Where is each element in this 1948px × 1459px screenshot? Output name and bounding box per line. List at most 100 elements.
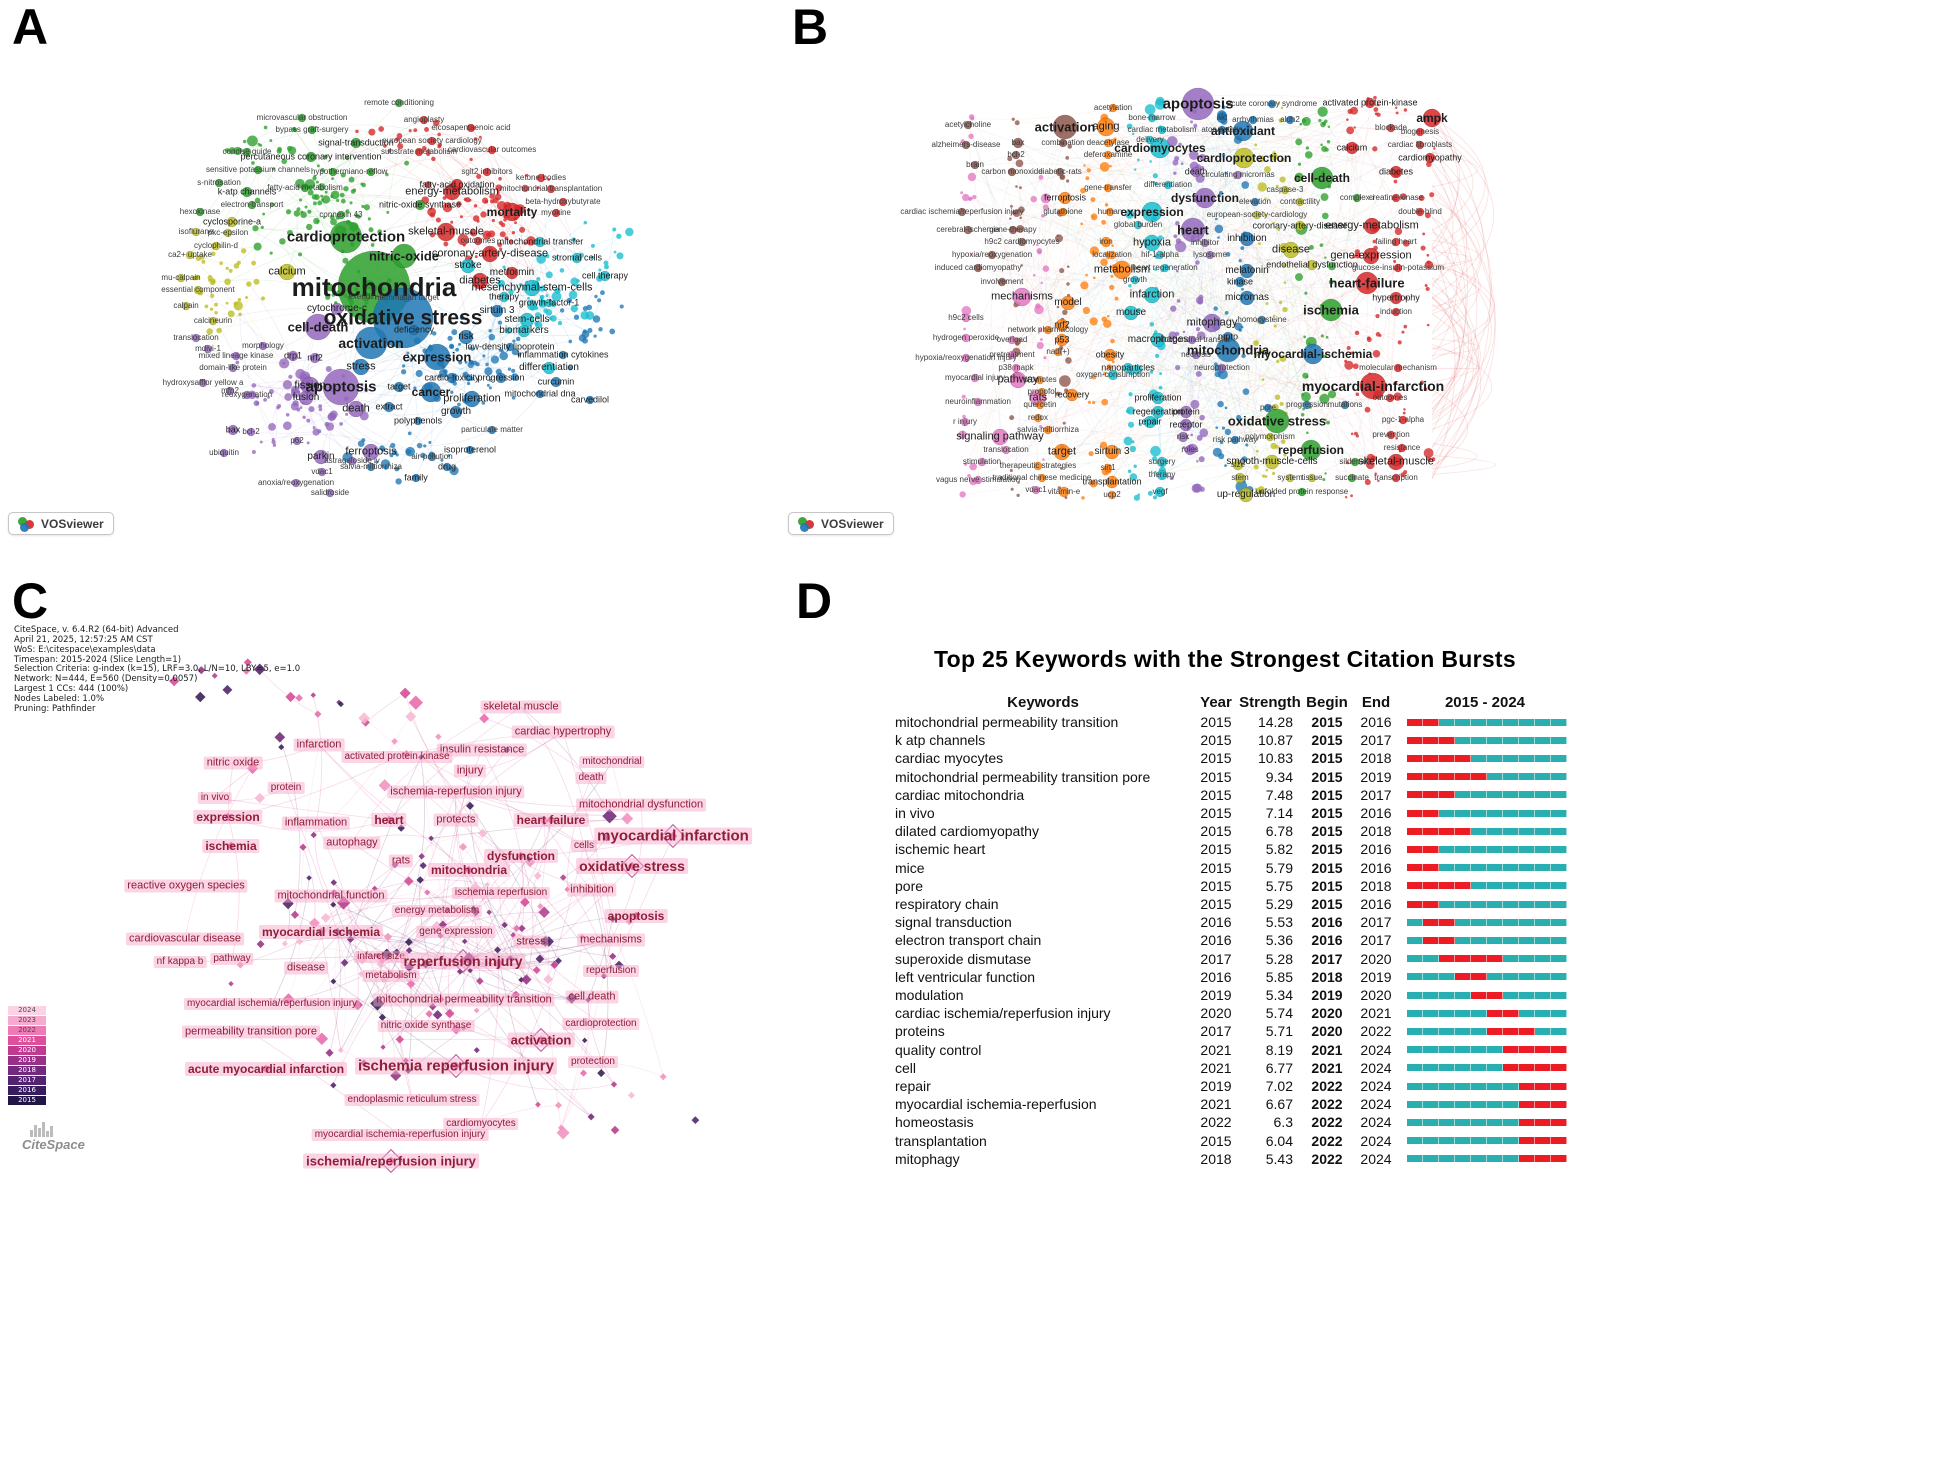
- panel-label-c: C: [12, 573, 49, 629]
- legend-year-2023: 2023: [8, 1016, 46, 1025]
- burst-timeline-bar: [1407, 1028, 1567, 1036]
- burst-cell-end: 2016: [1360, 859, 1392, 876]
- legend-year-2021: 2021: [8, 1036, 46, 1045]
- burst-timeline-bar: [1407, 1046, 1567, 1054]
- burst-cell-str: 10.83: [1257, 750, 1293, 767]
- burst-cell-str: 10.87: [1257, 732, 1293, 749]
- burst-cell-str: 7.14: [1265, 805, 1293, 822]
- burst-cell-end: 2024: [1360, 1059, 1392, 1076]
- burst-cell-str: 5.53: [1265, 914, 1293, 931]
- burst-cell-year: 2022: [1200, 1114, 1232, 1131]
- burst-timeline-bar: [1407, 1100, 1567, 1108]
- burst-cell-begin: 2015: [1311, 877, 1343, 894]
- burst-segment: [1423, 937, 1455, 945]
- burst-cell-str: 9.34: [1265, 768, 1293, 785]
- burst-bar-cell: [1399, 804, 1571, 822]
- burst-segment: [1519, 1100, 1567, 1108]
- burst-cell-year: 2015: [1200, 859, 1232, 876]
- burst-bar-cell: [1399, 1077, 1571, 1095]
- burst-cell-str: 8.19: [1265, 1041, 1293, 1058]
- burst-table-header-cell-bar: 2015 - 2024: [1444, 694, 1526, 711]
- burst-timeline-bar: [1407, 1155, 1567, 1163]
- burst-timeline-bar: [1407, 937, 1567, 945]
- vosviewer-icon: [18, 516, 35, 532]
- burst-segment: [1407, 900, 1439, 908]
- burst-bar-cell: [1399, 840, 1571, 858]
- burst-cell-str: 7.02: [1265, 1078, 1293, 1095]
- burst-cell-begin: 2015: [1311, 805, 1343, 822]
- burst-bar-cell: [1399, 713, 1571, 731]
- burst-cell-str: 7.48: [1265, 786, 1293, 803]
- burst-cell-kw: electron transport chain: [895, 932, 1042, 949]
- burst-cell-year: 2015: [1200, 896, 1232, 913]
- burst-cell-begin: 2015: [1311, 896, 1343, 913]
- burst-cell-end: 2018: [1360, 877, 1392, 894]
- burst-timeline-bar: [1407, 1009, 1567, 1017]
- burst-cell-end: 2021: [1360, 1005, 1392, 1022]
- burst-cell-kw: cardiac ischemia/reperfusion injury: [895, 1005, 1111, 1022]
- citespace-info-line: Timespan: 2015-2024 (Slice Length=1): [14, 654, 182, 665]
- burst-bar-cell: [1399, 1095, 1571, 1113]
- citespace-info-line: Nodes Labeled: 1.0%: [14, 694, 105, 705]
- burst-cell-str: 5.43: [1265, 1150, 1293, 1167]
- burst-cell-end: 2024: [1360, 1114, 1392, 1131]
- burst-bar-cell: [1399, 1132, 1571, 1150]
- burst-timeline-bar: [1407, 1137, 1567, 1145]
- burst-cell-kw: respiratory chain: [895, 896, 999, 913]
- burst-cell-begin: 2015: [1311, 732, 1343, 749]
- burst-cell-begin: 2022: [1311, 1078, 1343, 1095]
- burst-cell-year: 2021: [1200, 1096, 1232, 1113]
- burst-cell-begin: 2015: [1311, 714, 1343, 730]
- burst-segment: [1439, 955, 1503, 963]
- burst-cell-year: 2015: [1200, 877, 1232, 894]
- burst-cell-kw: k atp channels: [895, 732, 986, 749]
- burst-cell-end: 2019: [1360, 768, 1392, 785]
- burst-cell-kw: repair: [895, 1078, 931, 1095]
- burst-cell-kw: in vivo: [895, 805, 935, 822]
- burst-cell-begin: 2016: [1311, 932, 1343, 949]
- citespace-info-line: Network: N=444, E=560 (Density=0.0057): [14, 674, 198, 685]
- burst-cell-begin: 2018: [1311, 968, 1343, 985]
- burst-timeline-bar: [1407, 918, 1567, 926]
- legend-year-2015: 2015: [8, 1096, 46, 1105]
- burst-cell-year: 2019: [1200, 1078, 1232, 1095]
- citespace-logo: CiteSpace: [22, 1122, 85, 1152]
- burst-timeline-bar: [1407, 973, 1567, 981]
- burst-segment: [1407, 773, 1487, 781]
- citespace-logo-label: CiteSpace: [22, 1137, 85, 1152]
- burst-cell-end: 2017: [1360, 932, 1392, 949]
- burst-timeline-bar: [1407, 1064, 1567, 1072]
- burst-cell-begin: 2022: [1311, 1114, 1343, 1131]
- burst-cell-str: 6.78: [1265, 823, 1293, 840]
- burst-cell-begin: 2020: [1311, 1005, 1343, 1022]
- burst-timeline-bar: [1407, 882, 1567, 890]
- burst-cell-year: 2021: [1200, 1059, 1232, 1076]
- burst-cell-year: 2021: [1200, 1041, 1232, 1058]
- burst-cell-str: 5.29: [1265, 896, 1293, 913]
- burst-cell-str: 5.71: [1265, 1023, 1293, 1040]
- citespace-info-line: Largest 1 CCs: 444 (100%): [14, 684, 129, 695]
- burst-bar-cell: [1399, 913, 1571, 931]
- burst-bar-cell: [1399, 931, 1571, 949]
- legend-year-2016: 2016: [8, 1086, 46, 1095]
- burst-cell-end: 2024: [1360, 1132, 1392, 1149]
- burst-cell-begin: 2015: [1311, 768, 1343, 785]
- burst-cell-year: 2015: [1200, 786, 1232, 803]
- burst-bar-cell: [1399, 1041, 1571, 1059]
- legend-year-2022: 2022: [8, 1026, 46, 1035]
- burst-cell-kw: transplantation: [895, 1132, 987, 1149]
- burst-segment: [1423, 918, 1455, 926]
- burst-cell-end: 2017: [1360, 914, 1392, 931]
- burst-cell-str: 6.3: [1273, 1114, 1293, 1131]
- burst-timeline-bar: [1407, 718, 1567, 726]
- burst-cell-end: 2020: [1360, 987, 1392, 1004]
- burst-cell-year: 2015: [1200, 841, 1232, 858]
- burst-timeline-bar: [1407, 827, 1567, 835]
- legend-year-2019: 2019: [8, 1056, 46, 1065]
- vosviewer-icon: [798, 516, 815, 532]
- burst-cell-kw: quality control: [895, 1041, 982, 1058]
- burst-cell-kw: myocardial ischemia-reperfusion: [895, 1096, 1097, 1113]
- burst-cell-kw: dilated cardiomyopathy: [895, 823, 1039, 840]
- burst-cell-end: 2018: [1360, 823, 1392, 840]
